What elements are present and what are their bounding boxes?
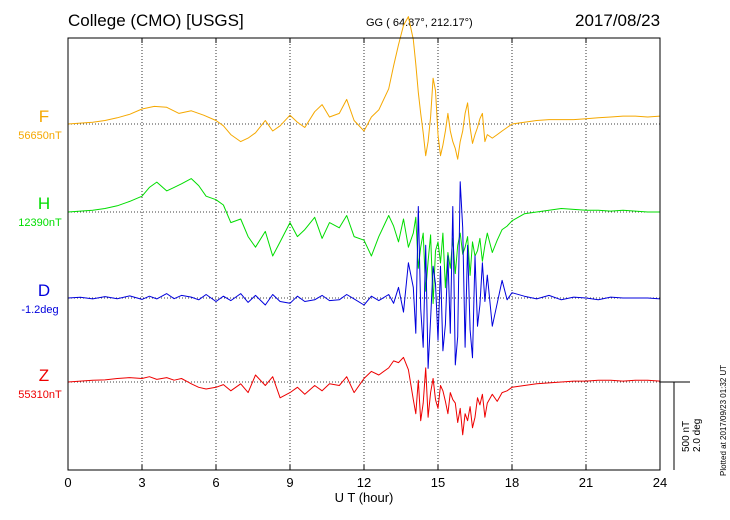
x-tick-label: 0 [64,475,71,490]
date-label: 2017/08/23 [575,11,661,30]
series-baseline-d: -1.2deg [21,304,58,316]
scale-nt-label: 500 nT [681,420,692,452]
series-baseline-f: 56650nT [18,130,62,142]
x-tick-label: 18 [505,475,519,490]
series-line-d [67,181,661,369]
x-tick-label: 12 [357,475,371,490]
x-tick-label: 6 [212,475,219,490]
x-axis-label: U T (hour) [335,490,394,505]
x-ticks: 0 3 6 9 12 15 18 21 24 [64,38,667,490]
scale-deg-label: 2.0 deg [692,418,703,452]
coordinates-label: GG ( 64.87°, 212.17°) [366,17,473,29]
series-lines [67,16,661,436]
series-name-h: H [38,194,50,213]
series-line-f [67,16,661,160]
chart-title: College (CMO) [USGS] [68,11,244,30]
x-tick-label: 15 [431,475,445,490]
series-baseline-z: 55310nT [18,389,62,401]
scale-bar-text: 500 nT 2.0 deg [681,419,703,452]
plotted-timestamp: Plotted at 2017/09/23 01:32 UT [719,364,728,476]
grid [68,38,660,470]
series-name-d: D [38,281,50,300]
x-tick-label: 21 [579,475,593,490]
x-tick-label: 9 [286,475,293,490]
scale-bar [660,381,690,470]
series-name-f: F [39,107,49,126]
series-labels: F 56650nT H 12390nT D -1.2deg Z 55310nT [18,107,62,401]
x-tick-label: 3 [138,475,145,490]
series-line-h [67,178,660,304]
series-line-z [67,356,661,436]
x-tick-label: 24 [653,475,667,490]
series-name-z: Z [39,366,49,385]
series-baseline-h: 12390nT [18,217,62,229]
